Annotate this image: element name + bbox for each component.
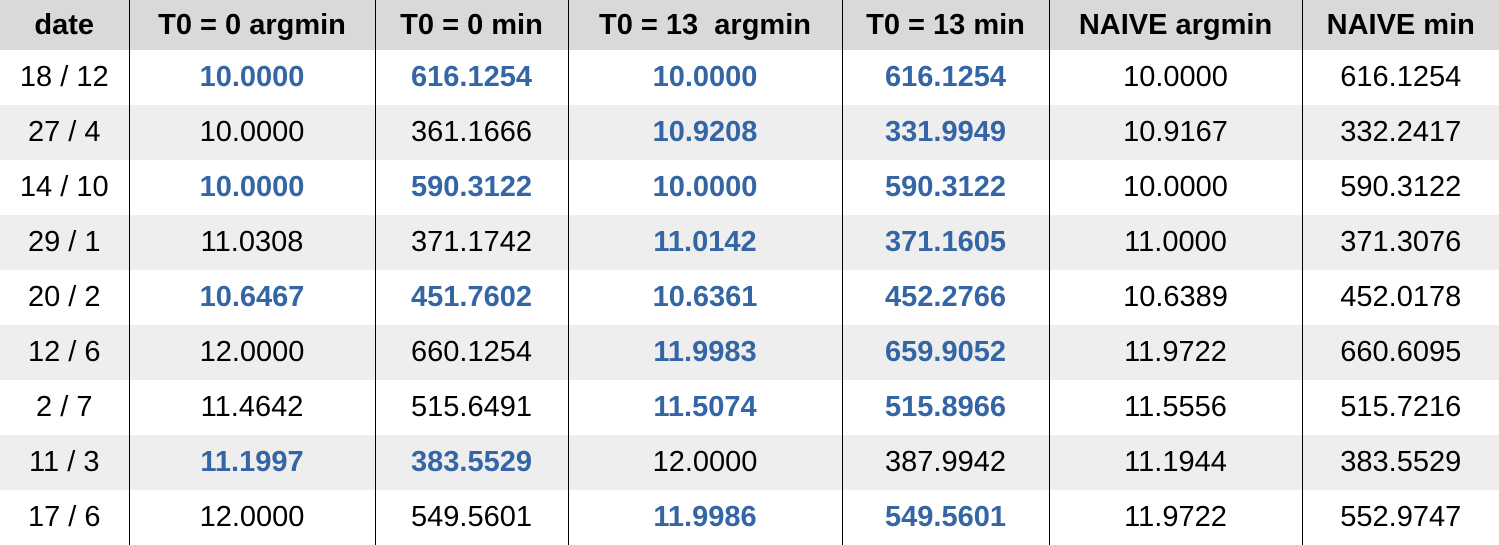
cell-naive-min: 515.7216	[1301, 380, 1499, 435]
cell-date: 20 / 2	[27, 281, 101, 313]
cell-naive-argmin: 10.6389	[1048, 270, 1302, 325]
cell-t0-13-min: 515.8966	[841, 380, 1049, 435]
cell-date: 18 / 12	[19, 61, 109, 93]
cell-date: 12 / 6	[27, 336, 101, 368]
cell-t0-13-min: 659.9052	[841, 325, 1049, 380]
cell-naive-argmin: 10.0000	[1048, 50, 1302, 105]
table-row: 29 / 1 11.0308 371.1742 11.0142 371.1605 11.0…	[0, 215, 1499, 270]
cell-t0-13-min: 549.5601	[841, 490, 1049, 545]
cell-t0-0-min: 371.1742	[374, 215, 568, 270]
cell-naive-argmin: 11.0000	[1048, 215, 1302, 270]
cell-t0-0-argmin: 10.0000	[128, 160, 375, 215]
cell-date: 11 / 3	[29, 446, 100, 478]
column-header-t0-13-min: T0 = 13 min	[841, 0, 1049, 50]
cell-t0-0-argmin: 12.0000	[128, 490, 375, 545]
cell-t0-0-argmin: 11.1997	[128, 435, 375, 490]
cell-t0-13-min: 387.9942	[841, 435, 1049, 490]
table-row: 17 / 6 12.0000 549.5601 11.9986 549.5601 11.9…	[0, 490, 1499, 545]
cell-t0-13-argmin: 11.5074	[567, 380, 842, 435]
cell-t0-13-argmin: 10.0000	[567, 160, 842, 215]
cell-naive-argmin: 11.9722	[1048, 490, 1302, 545]
cell-t0-13-argmin: 11.9986	[567, 490, 842, 545]
table-row: 27 / 4 10.0000 361.1666 10.9208 331.9949 10.9…	[0, 105, 1499, 160]
cell-t0-0-argmin: 10.0000	[128, 50, 375, 105]
cell-t0-0-min: 361.1666	[374, 105, 568, 160]
cell-t0-13-min: 616.1254	[841, 50, 1049, 105]
cell-t0-0-min: 515.6491	[374, 380, 568, 435]
cell-t0-13-min: 590.3122	[841, 160, 1049, 215]
cell-naive-argmin: 11.5556	[1048, 380, 1302, 435]
cell-t0-13-argmin: 10.9208	[567, 105, 842, 160]
cell-t0-0-argmin: 10.0000	[128, 105, 375, 160]
cell-naive-min: 383.5529	[1301, 435, 1499, 490]
column-header-t0-13-argmin: T0 = 13 argmin	[567, 0, 842, 50]
column-header-naive-min: NAIVE min	[1301, 0, 1499, 50]
cell-date: 29 / 1	[27, 226, 101, 258]
table-header: date T0 = 0 argmin T0 = 0 min T0 = 13 ar…	[0, 0, 1499, 50]
cell-t0-0-argmin: 11.0308	[128, 215, 375, 270]
cell-naive-argmin: 11.1944	[1048, 435, 1302, 490]
cell-t0-0-min: 383.5529	[374, 435, 568, 490]
cell-naive-argmin: 11.9722	[1048, 325, 1302, 380]
cell-t0-13-argmin: 11.0142	[567, 215, 842, 270]
cell-t0-0-argmin: 11.4642	[128, 380, 375, 435]
cell-t0-13-argmin: 12.0000	[567, 435, 842, 490]
cell-t0-13-min: 331.9949	[841, 105, 1049, 160]
cell-naive-min: 552.9747	[1301, 490, 1499, 545]
column-header-naive-argmin: NAIVE argmin	[1048, 0, 1302, 50]
cell-t0-13-argmin: 11.9983	[567, 325, 842, 380]
table-row: 2 / 7 11.4642 515.6491 11.5074 515.8966 11.55…	[0, 380, 1499, 435]
cell-t0-13-argmin: 10.6361	[567, 270, 842, 325]
column-header-t0-0-min: T0 = 0 min	[374, 0, 568, 50]
cell-t0-0-min: 451.7602	[374, 270, 568, 325]
cell-t0-0-min: 616.1254	[374, 50, 568, 105]
cell-date: 17 / 6	[27, 501, 101, 533]
cell-naive-argmin: 10.0000	[1048, 160, 1302, 215]
cell-naive-min: 452.0178	[1301, 270, 1499, 325]
cell-t0-13-argmin: 10.0000	[567, 50, 842, 105]
table-row: 20 / 2 10.6467 451.7602 10.6361 452.2766 10.6…	[0, 270, 1499, 325]
cell-t0-0-argmin: 10.6467	[128, 270, 375, 325]
table-row: 12 / 6 12.0000 660.1254 11.9983 659.9052 11.9…	[0, 325, 1499, 380]
cell-naive-min: 590.3122	[1301, 160, 1499, 215]
cell-date: 2 / 7	[36, 391, 93, 423]
cell-naive-min: 332.2417	[1301, 105, 1499, 160]
cell-t0-0-min: 549.5601	[374, 490, 568, 545]
cell-t0-13-min: 371.1605	[841, 215, 1049, 270]
header-row: date T0 = 0 argmin T0 = 0 min T0 = 13 ar…	[0, 0, 1499, 50]
column-header-date: date	[34, 8, 95, 41]
cell-t0-0-argmin: 12.0000	[128, 325, 375, 380]
table-row: 18 / 12 10.0000 616.1254 10.0000 616.1254 10.…	[0, 50, 1499, 105]
cell-naive-argmin: 10.9167	[1048, 105, 1302, 160]
table-row: 14 / 10 10.0000 590.3122 10.0000 590.3122 10.…	[0, 160, 1499, 215]
cell-t0-0-min: 660.1254	[374, 325, 568, 380]
cell-t0-0-min: 590.3122	[374, 160, 568, 215]
cell-t0-13-min: 452.2766	[841, 270, 1049, 325]
table-row: 11 / 3 11.1997 383.5529 12.0000 387.9942 11.1…	[0, 435, 1499, 490]
cell-date: 14 / 10	[19, 171, 109, 203]
cell-date: 27 / 4	[27, 116, 101, 148]
cell-naive-min: 660.6095	[1301, 325, 1499, 380]
table-body: 18 / 12 10.0000 616.1254 10.0000 616.1254 10.…	[0, 50, 1499, 545]
cell-naive-min: 371.3076	[1301, 215, 1499, 270]
column-header-t0-0-argmin: T0 = 0 argmin	[128, 0, 375, 50]
cell-naive-min: 616.1254	[1301, 50, 1499, 105]
